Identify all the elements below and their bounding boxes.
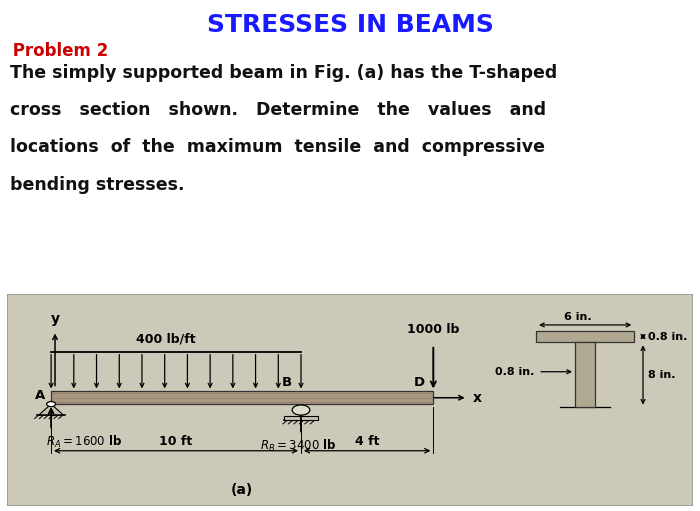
Bar <box>284 416 319 420</box>
Text: x: x <box>473 391 482 405</box>
Text: A: A <box>35 389 46 402</box>
Text: 4 ft: 4 ft <box>355 435 379 448</box>
Text: B: B <box>282 376 292 389</box>
Text: Problem 2: Problem 2 <box>7 42 108 60</box>
Bar <box>51 391 433 404</box>
Text: $R_A = 1600$ lb: $R_A = 1600$ lb <box>46 434 122 450</box>
Text: y: y <box>50 312 60 327</box>
Text: (a): (a) <box>231 483 253 497</box>
Circle shape <box>47 402 55 407</box>
Text: 400 lb/ft: 400 lb/ft <box>136 333 196 345</box>
Text: STRESSES IN BEAMS: STRESSES IN BEAMS <box>206 13 494 37</box>
Bar <box>575 342 596 407</box>
Text: 8 in.: 8 in. <box>648 370 676 380</box>
Text: The simply supported beam in Fig. (a) has the T-shaped: The simply supported beam in Fig. (a) ha… <box>10 64 558 82</box>
Text: 0.8 in.: 0.8 in. <box>496 367 535 377</box>
Text: bending stresses.: bending stresses. <box>10 176 185 194</box>
Text: cross   section   shown.   Determine   the   values   and: cross section shown. Determine the value… <box>10 101 547 119</box>
Text: 6 in.: 6 in. <box>564 312 592 322</box>
Bar <box>536 331 634 342</box>
Text: $R_B = 3400$ lb: $R_B = 3400$ lb <box>260 438 337 454</box>
Text: D: D <box>414 376 424 389</box>
Text: 10 ft: 10 ft <box>160 435 192 448</box>
Polygon shape <box>39 404 63 415</box>
Text: locations  of  the  maximum  tensile  and  compressive: locations of the maximum tensile and com… <box>10 138 545 156</box>
Text: 1000 lb: 1000 lb <box>407 323 459 336</box>
Text: 0.8 in.: 0.8 in. <box>648 332 687 341</box>
Circle shape <box>292 405 310 415</box>
